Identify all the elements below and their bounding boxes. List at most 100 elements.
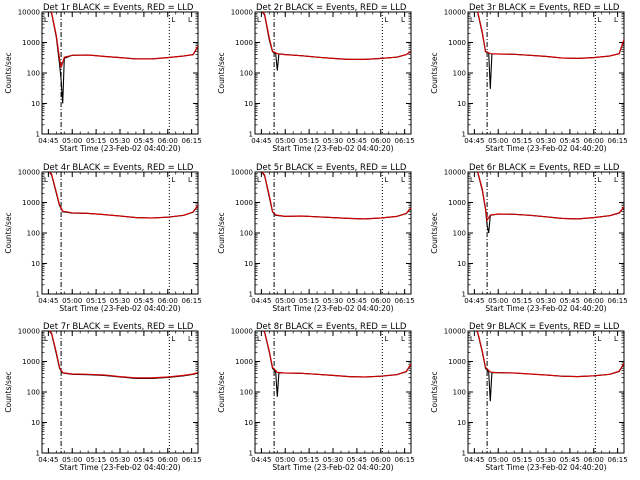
x-tick-label: 06:15 — [182, 137, 202, 145]
y-tick-label: 10 — [457, 100, 466, 108]
x-tick-label: 06:00 — [371, 456, 391, 464]
y-tick-label: 1 — [462, 450, 466, 458]
y-axis-label: Counts/sec — [217, 212, 226, 253]
x-tick-label: 05:30 — [323, 456, 343, 464]
chart-panel-2: Det 2r BLACK = Events, RED = LLD L L L 1 10 10… — [217, 3, 415, 153]
x-tick-label: 05:30 — [110, 297, 130, 305]
y-axis-label: Counts/sec — [217, 371, 226, 412]
corner-mark: L — [171, 176, 175, 184]
x-tick-label: 06:15 — [182, 297, 202, 305]
chart-panel-7: Det 7r BLACK = Events, RED = LLD L L L 1 10 10… — [4, 322, 202, 472]
y-axis-label: Counts/sec — [4, 52, 13, 93]
y-tick-label: 10 — [31, 100, 40, 108]
x-tick-label: 05:45 — [134, 137, 154, 145]
corner-mark: L — [257, 16, 261, 24]
corner-mark: L — [384, 176, 388, 184]
y-tick-label: 10000 — [18, 9, 40, 17]
plot-frame — [41, 171, 199, 295]
y-tick-label: 10000 — [231, 9, 253, 17]
corner-mark: L — [188, 16, 192, 24]
lld-series-line — [48, 331, 198, 379]
corner-mark: L — [401, 16, 405, 24]
chart-panel-1: Det 1r BLACK = Events, RED = LLD L L L 1 10 10… — [4, 3, 202, 153]
y-tick-label: 100 — [240, 230, 253, 238]
x-tick-label: 06:00 — [158, 456, 178, 464]
y-tick-label: 10 — [244, 260, 253, 268]
x-tick-label: 05:00 — [488, 297, 508, 305]
x-tick-label: 05:15 — [299, 297, 319, 305]
x-tick-label: 06:00 — [584, 456, 604, 464]
chart-title: Det 9r BLACK = Events, RED = LLD — [469, 322, 620, 332]
x-tick-label: 05:45 — [560, 297, 580, 305]
chart-panel-9: Det 9r BLACK = Events, RED = LLD L L L 1 10 10… — [430, 322, 628, 472]
x-tick-label: 05:45 — [560, 137, 580, 145]
y-tick-label: 100 — [240, 70, 253, 78]
y-axis-label: Counts/sec — [430, 52, 439, 93]
y-tick-label: 10 — [31, 419, 40, 427]
x-tick-label: 05:00 — [275, 137, 295, 145]
x-tick-label: 05:45 — [134, 297, 154, 305]
x-tick-label: 05:15 — [512, 297, 532, 305]
chart-panel-5: Det 5r BLACK = Events, RED = LLD L L L 1 10 10… — [217, 163, 415, 313]
corner-mark: L — [188, 335, 192, 343]
corner-mark: L — [470, 176, 474, 184]
y-tick-label: 1000 — [448, 199, 466, 207]
corner-mark: L — [597, 335, 601, 343]
y-tick-label: 1000 — [448, 39, 466, 47]
x-tick-label: 06:15 — [395, 137, 415, 145]
chart-title: Det 4r BLACK = Events, RED = LLD — [43, 163, 194, 173]
x-tick-label: 05:45 — [347, 456, 367, 464]
plot-frame — [467, 330, 625, 454]
x-tick-label: 06:00 — [158, 297, 178, 305]
y-tick-label: 1 — [36, 291, 40, 299]
corner-mark: L — [614, 16, 618, 24]
x-tick-label: 05:30 — [323, 297, 343, 305]
y-tick-label: 1000 — [22, 358, 40, 366]
lld-series-line — [50, 12, 198, 68]
corner-mark: L — [188, 176, 192, 184]
y-tick-label: 100 — [453, 389, 466, 397]
y-tick-label: 1000 — [22, 39, 40, 47]
corner-mark: L — [401, 176, 405, 184]
x-axis-label: Start Time (23-Feb-02 04:40:20) — [272, 304, 393, 313]
y-tick-label: 10 — [457, 260, 466, 268]
x-tick-label: 05:00 — [62, 456, 82, 464]
chart-title: Det 7r BLACK = Events, RED = LLD — [43, 322, 194, 332]
y-tick-label: 100 — [453, 70, 466, 78]
x-axis-label: Start Time (23-Feb-02 04:40:20) — [272, 463, 393, 472]
chart-title: Det 2r BLACK = Events, RED = LLD — [256, 3, 407, 13]
y-tick-label: 1 — [249, 291, 253, 299]
chart-title: Det 8r BLACK = Events, RED = LLD — [256, 322, 407, 332]
x-axis-label: Start Time (23-Feb-02 04:40:20) — [59, 304, 180, 313]
y-tick-label: 10000 — [444, 9, 466, 17]
x-tick-label: 04:45 — [251, 297, 271, 305]
y-tick-label: 1 — [249, 450, 253, 458]
y-axis-label: Counts/sec — [430, 212, 439, 253]
x-tick-label: 05:30 — [536, 297, 556, 305]
y-tick-label: 100 — [27, 389, 40, 397]
x-tick-label: 05:00 — [275, 456, 295, 464]
x-axis-label: Start Time (23-Feb-02 04:40:20) — [59, 144, 180, 153]
y-tick-label: 1 — [249, 131, 253, 139]
corner-mark: L — [44, 16, 48, 24]
lld-series-line — [48, 172, 198, 219]
y-tick-label: 10000 — [444, 169, 466, 177]
x-tick-label: 04:45 — [38, 456, 58, 464]
corner-mark: L — [614, 335, 618, 343]
x-tick-label: 04:45 — [251, 137, 271, 145]
corner-mark: L — [257, 335, 261, 343]
x-tick-label: 05:45 — [560, 456, 580, 464]
y-axis-label: Counts/sec — [430, 371, 439, 412]
corner-mark: L — [597, 16, 601, 24]
x-tick-label: 04:45 — [38, 297, 58, 305]
y-tick-label: 10000 — [18, 328, 40, 336]
lld-series-line — [476, 331, 624, 378]
plot-frame — [41, 330, 199, 454]
x-tick-label: 05:00 — [488, 137, 508, 145]
y-tick-label: 10000 — [18, 169, 40, 177]
x-tick-label: 05:15 — [86, 456, 106, 464]
corner-mark: L — [44, 176, 48, 184]
corner-mark: L — [384, 16, 388, 24]
y-tick-label: 100 — [240, 389, 253, 397]
